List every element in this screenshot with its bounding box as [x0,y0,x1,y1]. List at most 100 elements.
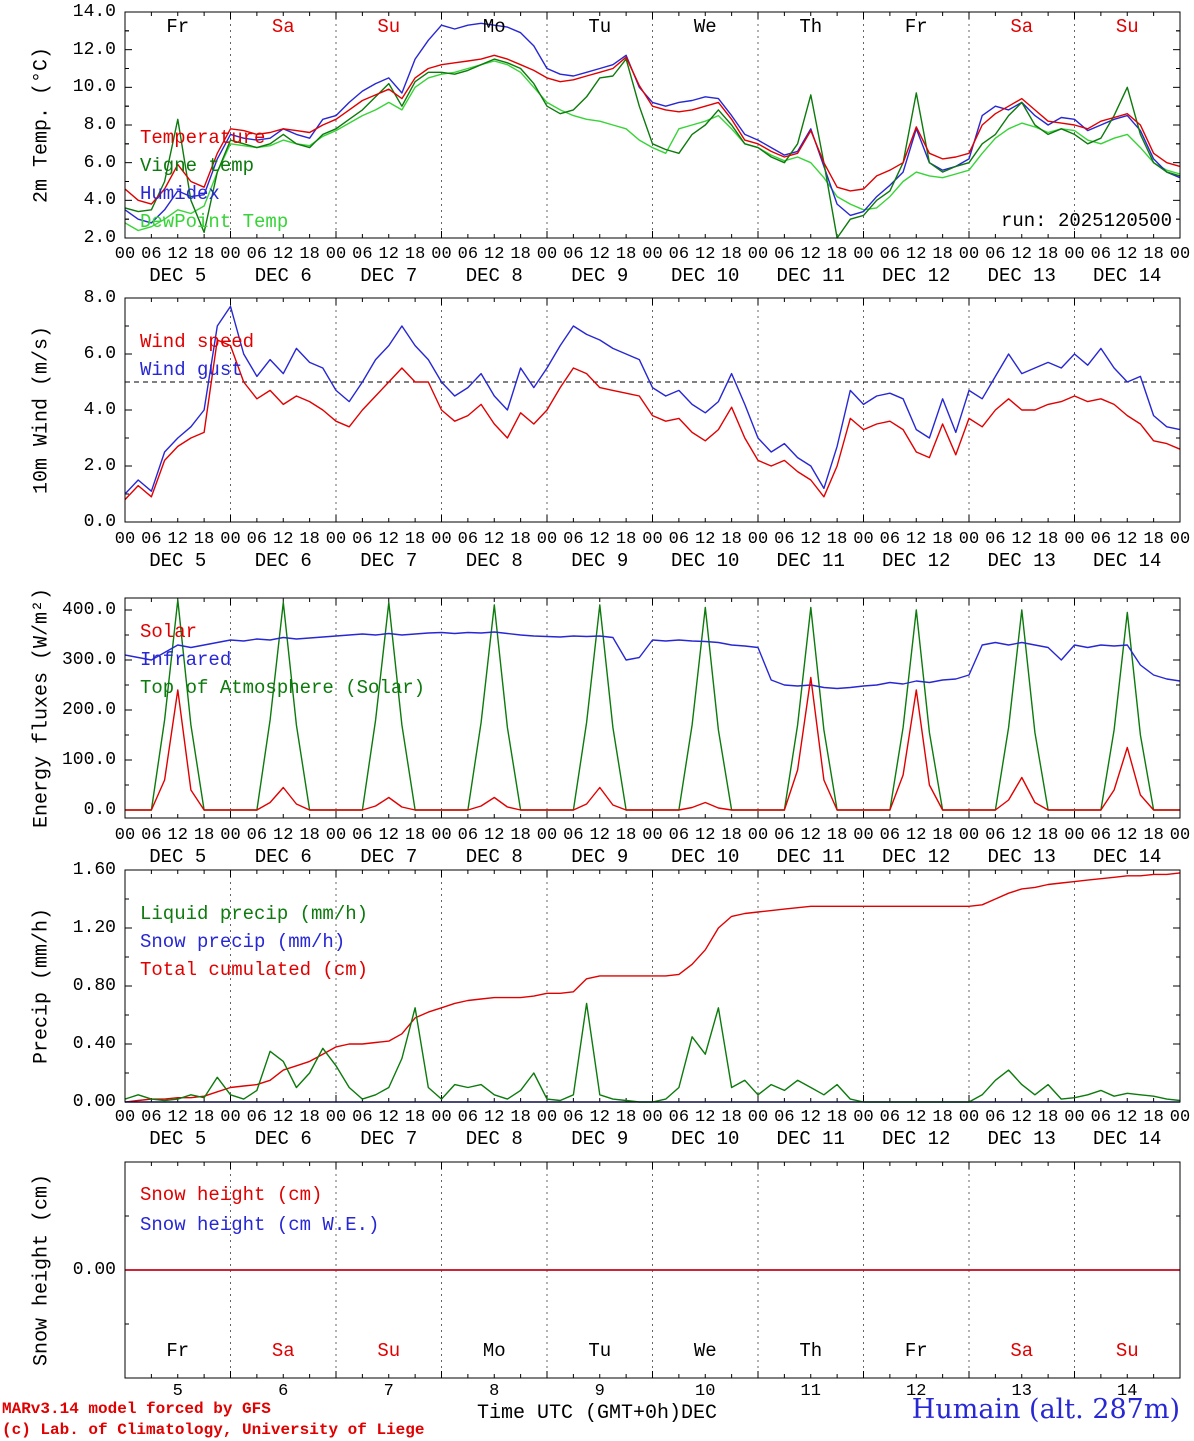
x-hour-label: 00 [1064,530,1085,549]
day-number-label: 7 [383,1382,394,1401]
x-hour-label: 00 [220,530,241,549]
panel-border [124,869,1181,1103]
legend-item-snow-height: Snow height (cm) [140,1184,323,1206]
legend-item-dewpoint: DewPoint Temp [140,211,289,233]
x-date-label: DEC 8 [465,550,523,572]
day-number-label: 6 [278,1382,289,1401]
x-hour-label: 00 [114,530,136,549]
x-hour-label: 18 [932,1108,953,1127]
x-hour-label: 18 [193,1108,215,1127]
x-date-label: DEC 6 [254,1128,312,1150]
x-hour-label: 00 [431,826,452,845]
y-tick-label: 14.0 [72,2,116,22]
x-hour-label: 06 [457,530,479,549]
legend-snow: Snow height (cm) Snow height (cm W.E.) [140,1180,379,1240]
x-hour-label: 18 [615,245,637,264]
x-hour-label: 00 [431,1108,452,1127]
x-date-label: DEC 7 [360,846,418,868]
x-hour-label: 06 [141,1108,162,1127]
x-hour-label: 06 [352,245,373,264]
x-hour-label: 06 [1090,1108,1112,1127]
x-hour-label: 12 [378,1108,399,1127]
x-date-label: DEC 9 [571,846,629,868]
x-hour-label: 18 [1037,245,1059,264]
day-name-label: Sa [1010,1340,1034,1362]
y-tick-label: 6.0 [83,344,116,364]
series-line-vigne-temp [124,58,1181,239]
y-tick-label: 2.0 [83,456,116,476]
x-hour-label: 18 [404,1108,426,1127]
x-hour-label: 06 [774,530,795,549]
x-date-label: DEC 8 [465,265,523,287]
x-hour-label: 18 [404,530,426,549]
day-number-label: 14 [1117,1382,1138,1401]
x-hour-label: 00 [747,1108,769,1127]
x-hour-label: 00 [1169,245,1191,264]
x-hour-label: 12 [484,530,505,549]
x-hour-label: 12 [1011,826,1032,845]
x-hour-label: 18 [299,245,320,264]
x-hour-label: 00 [642,245,663,264]
y-tick-label: 0.40 [72,1034,116,1054]
x-date-label: DEC 10 [671,1128,740,1150]
x-hour-label: 18 [826,530,848,549]
x-hour-label: 18 [932,530,953,549]
x-date-label: DEC 5 [149,265,207,287]
day-number-label: 11 [800,1382,821,1401]
x-hour-label: 00 [114,245,136,264]
x-date-label: DEC 5 [149,550,207,572]
x-date-label: DEC 5 [149,846,207,868]
day-number-label: 5 [172,1382,183,1401]
x-hour-label: 06 [141,245,162,264]
day-number-label: 9 [594,1382,605,1401]
day-number-label: 8 [489,1382,500,1401]
day-number-label: 10 [695,1382,716,1401]
x-hour-label: 12 [800,1108,821,1127]
x-hour-label: 00 [958,245,980,264]
x-hour-label: 12 [695,1108,716,1127]
x-date-label: DEC 14 [1093,846,1162,868]
x-hour-label: 12 [1011,530,1032,549]
x-hour-label: 18 [1143,245,1164,264]
y-tick-label: 0.00 [72,1092,116,1112]
x-date-label: DEC 9 [571,550,629,572]
y-tick-label: 2.0 [83,228,116,248]
legend-item-temperature: Temperature [140,127,266,149]
x-hour-label: 18 [404,826,426,845]
x-hour-label: 06 [1090,826,1112,845]
x-hour-label: 00 [1064,1108,1085,1127]
x-hour-label: 12 [273,530,294,549]
x-hour-label: 18 [299,1108,320,1127]
x-hour-label: 12 [800,530,821,549]
panel-border [124,597,1181,819]
y-tick-label: 6.0 [83,152,116,173]
x-hour-label: 12 [695,826,716,845]
legend-item-humidex: Humidex [140,183,220,205]
x-hour-label: 00 [1169,530,1191,549]
x-hour-label: 06 [879,245,901,264]
day-name-label: Fr [166,16,190,38]
x-hour-label: 06 [1090,530,1112,549]
x-hour-label: 06 [879,826,901,845]
x-date-label: DEC 7 [360,265,418,287]
day-name-label: Tu [588,16,612,38]
legend-item-wind-speed: Wind speed [140,331,255,353]
x-hour-label: 18 [510,1108,531,1127]
series-line-solar [125,676,1180,811]
day-name-label: Fr [166,1340,190,1362]
x-date-label: DEC 13 [987,1128,1056,1150]
x-hour-label: 06 [457,245,479,264]
x-hour-label: 18 [721,245,742,264]
x-hour-label: 00 [853,826,874,845]
x-hour-label: 18 [615,530,637,549]
y-axis-title-energy: Energy fluxes (W/m²) [30,587,54,829]
x-hour-label: 18 [721,1108,742,1127]
footer-time-axis-label: Time UTC (GMT+0h)DEC [477,1402,717,1425]
x-hour-label: 06 [563,245,584,264]
x-date-label: DEC 10 [671,846,740,868]
y-tick-label: 400.0 [61,600,116,620]
x-hour-label: 00 [1064,826,1085,845]
x-hour-label: 06 [879,1108,901,1127]
x-hour-label: 18 [1143,1108,1164,1127]
